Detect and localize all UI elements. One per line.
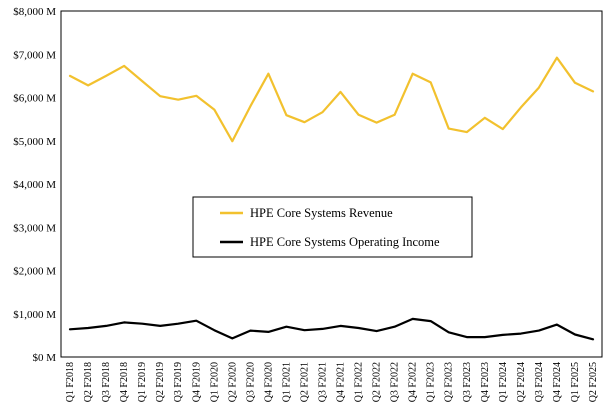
x-tick-label: Q4 F2019	[191, 362, 202, 402]
x-tick-label: Q2 F2023	[444, 362, 455, 402]
x-tick-label: Q2 F2021	[299, 362, 310, 402]
x-tick-label: Q2 F2018	[83, 362, 94, 402]
x-tick-label: Q3 F2022	[390, 362, 401, 402]
legend-box	[192, 196, 473, 258]
x-tick-label: Q4 F2022	[408, 362, 419, 402]
series-line-revenue	[68, 56, 595, 143]
x-tick-label: Q2 F2022	[372, 362, 383, 402]
x-tick-label: Q2 F2020	[227, 362, 238, 402]
x-tick-label: Q4 F2023	[480, 362, 491, 402]
x-tick-label: Q3 F2021	[317, 362, 328, 402]
plot-area	[60, 10, 603, 358]
x-axis: Q1 F2018 Q2 F2018 Q3 F2018 Q4 F2018 Q1 F2019…	[65, 362, 599, 402]
series-lines	[68, 56, 595, 341]
y-tick-label: $2,000 M	[13, 266, 56, 278]
y-axis: $0 M $1,000 M $2,000 M $3,000 M $4,000 M $5,0…	[13, 6, 56, 364]
y-tick-label: $7,000 M	[13, 49, 56, 61]
x-tick-label: Q1 F2020	[209, 362, 220, 402]
legend-label-revenue: HPE Core Systems Revenue	[250, 206, 393, 220]
x-tick-label: Q4 F2024	[552, 362, 563, 402]
y-tick-label: $8,000 M	[13, 6, 56, 18]
y-tick-label: $3,000 M	[13, 222, 56, 234]
x-tick-label: Q1 F2021	[281, 362, 292, 402]
x-tick-label: Q1 F2023	[426, 362, 437, 402]
x-tick-label: Q4 F2021	[336, 362, 347, 402]
y-tick-label: $4,000 M	[13, 179, 56, 191]
legend-label-operating-income: HPE Core Systems Operating Income	[250, 235, 440, 249]
x-tick-label: Q1 F2018	[65, 362, 76, 402]
x-tick-label: Q3 F2020	[245, 362, 256, 402]
x-tick-label: Q1 F2025	[570, 362, 581, 402]
x-tick-label: Q3 F2018	[101, 362, 112, 402]
x-tick-label: Q4 F2020	[263, 362, 274, 402]
y-tick-label: $0 M	[32, 352, 56, 364]
x-tick-label: Q1 F2019	[137, 362, 148, 402]
x-tick-label: Q1 F2024	[498, 362, 509, 402]
y-tick-label: $5,000 M	[13, 136, 56, 148]
x-tick-label: Q2 F2019	[155, 362, 166, 402]
x-tick-label: Q1 F2022	[354, 362, 365, 402]
x-tick-label: Q3 F2019	[173, 362, 184, 402]
x-tick-label: Q4 F2018	[119, 362, 130, 402]
legend: HPE Core Systems Revenue HPE Core System…	[192, 196, 473, 258]
x-tick-label: Q3 F2024	[534, 362, 545, 402]
x-tick-label: Q3 F2023	[462, 362, 473, 402]
series-line-operating-income	[68, 317, 595, 341]
y-tick-label: $6,000 M	[13, 93, 56, 105]
x-tick-label: Q2 F2025	[588, 362, 599, 402]
y-tick-label: $1,000 M	[13, 309, 56, 321]
x-tick-label: Q2 F2024	[516, 362, 527, 402]
